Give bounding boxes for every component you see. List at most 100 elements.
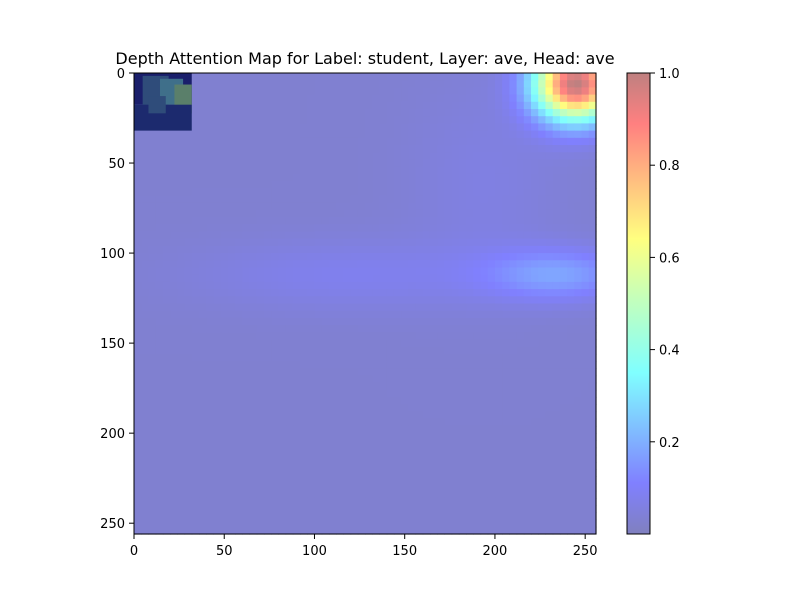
heatmap-cell	[206, 274, 215, 283]
heatmap-cell	[523, 440, 532, 449]
heatmap-cell	[401, 353, 409, 362]
heatmap-cell	[162, 137, 171, 146]
heatmap-cell	[263, 339, 272, 348]
heatmap-cell	[314, 152, 323, 161]
heatmap-cell	[263, 80, 272, 88]
heatmap-cell	[545, 87, 554, 96]
heatmap-cell	[487, 217, 496, 225]
heatmap-cell	[170, 526, 178, 535]
heatmap-cell	[336, 80, 344, 88]
heatmap-cell	[581, 188, 590, 197]
heatmap-cell	[415, 404, 424, 413]
heatmap-cell	[523, 375, 532, 384]
heatmap-cell	[191, 368, 200, 377]
heatmap-cell	[437, 469, 446, 477]
heatmap-cell	[343, 231, 352, 240]
heatmap-cell	[466, 217, 474, 225]
heatmap-cell	[531, 418, 539, 427]
heatmap-cell	[487, 101, 496, 110]
heatmap-cell	[271, 289, 279, 297]
heatmap-cell	[141, 202, 150, 211]
heatmap-cell	[307, 116, 316, 125]
heatmap-cell	[372, 404, 381, 413]
heatmap-cell	[458, 519, 467, 528]
heatmap-cell	[466, 245, 474, 254]
heatmap-cell	[206, 375, 215, 384]
heatmap-cell	[408, 483, 417, 492]
heatmap-cell	[538, 173, 547, 182]
heatmap-cell	[588, 389, 597, 398]
heatmap-cell	[328, 375, 337, 384]
heatmap-cell	[314, 209, 323, 218]
heatmap-cell	[588, 497, 597, 506]
heatmap-cell	[350, 224, 359, 233]
heatmap-cell	[480, 353, 489, 362]
heatmap-cell	[559, 375, 568, 384]
heatmap-cell	[198, 411, 207, 420]
heatmap-cell	[314, 505, 323, 513]
heatmap-cell	[256, 447, 265, 456]
heatmap-cell	[401, 332, 409, 341]
heatmap-cell	[415, 123, 424, 132]
heatmap-cell	[379, 353, 388, 362]
heatmap-cell	[242, 238, 251, 247]
heatmap-cell	[321, 281, 330, 290]
heatmap-cell	[206, 418, 215, 427]
heatmap-cell	[502, 274, 510, 283]
heatmap-cell	[545, 440, 554, 449]
heatmap-cell	[328, 73, 337, 81]
heatmap-cell	[538, 325, 547, 333]
heatmap-cell	[408, 368, 417, 377]
heatmap-cell	[148, 130, 157, 139]
heatmap-cell	[321, 418, 330, 427]
heatmap-cell	[408, 425, 417, 434]
heatmap-cell	[321, 361, 330, 369]
heatmap-cell	[213, 461, 222, 470]
heatmap-cell	[538, 202, 547, 211]
heatmap-cell	[155, 490, 164, 499]
heatmap-cell	[321, 425, 330, 434]
heatmap-cell	[220, 238, 229, 247]
heatmap-cell	[206, 209, 215, 218]
heatmap-cell	[509, 159, 518, 168]
heatmap-cell	[538, 346, 547, 355]
heatmap-cell	[198, 87, 207, 96]
heatmap-cell	[538, 274, 547, 283]
heatmap-cell	[458, 512, 467, 521]
heatmap-cell	[444, 296, 453, 305]
heatmap-cell	[271, 425, 279, 434]
heatmap-cell	[567, 447, 575, 456]
heatmap-cell	[170, 267, 178, 276]
heatmap-cell	[422, 505, 431, 513]
heatmap-cell	[451, 173, 460, 182]
heatmap-cell	[285, 87, 294, 96]
heatmap-cell	[271, 245, 279, 254]
heatmap-cell	[191, 404, 200, 413]
heatmap-cell	[292, 447, 301, 456]
heatmap-cell	[466, 397, 474, 405]
heatmap-cell	[184, 397, 193, 405]
heatmap-cell	[379, 411, 388, 420]
heatmap-cell	[227, 469, 236, 477]
heatmap-cell	[581, 476, 590, 485]
heatmap-cell	[588, 137, 597, 146]
heatmap-cell	[242, 505, 251, 513]
heatmap-cell	[458, 425, 467, 434]
heatmap-cell	[213, 433, 222, 441]
heatmap-cell	[574, 418, 583, 427]
heatmap-cell	[487, 389, 496, 398]
heatmap-cell	[458, 346, 467, 355]
heatmap-cell	[235, 454, 243, 463]
heatmap-cell	[444, 130, 453, 139]
heatmap-cell	[567, 101, 575, 110]
heatmap-cell	[148, 483, 157, 492]
heatmap-cell	[235, 80, 243, 88]
heatmap-cell	[502, 130, 510, 139]
heatmap-cell	[401, 94, 409, 103]
heatmap-cell	[300, 325, 308, 333]
heatmap-cell	[263, 195, 272, 204]
heatmap-cell	[235, 512, 243, 521]
x-tick-label: 200	[483, 544, 508, 559]
heatmap-cell	[386, 267, 395, 276]
heatmap-cell	[213, 159, 222, 168]
